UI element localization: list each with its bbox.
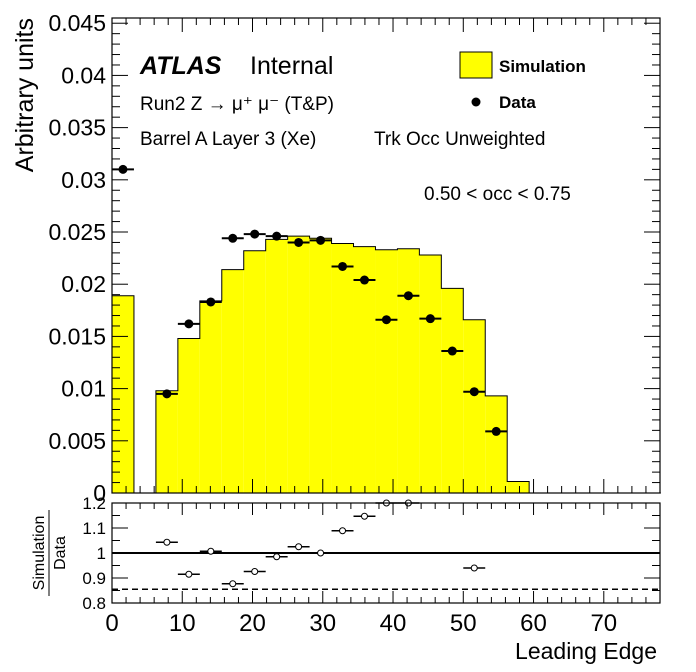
y-axis-label: Arbitrary units [11,18,39,172]
y-tick-label: 0.04 [61,62,106,88]
y-tick-label: 0.045 [48,10,106,36]
y-tick-label: 0.035 [48,115,106,141]
legend-simulation-swatch [459,51,493,79]
ratio-y-tick-label: 1.1 [82,519,106,538]
data-point [381,315,391,325]
data-point [250,229,260,239]
simulation-bar [287,236,310,493]
data-point [469,387,479,397]
simulation-bar [419,254,442,493]
legend: Simulation Data [459,51,586,112]
simulation-bar [155,390,178,493]
y-tick-label: 0.01 [61,376,106,402]
simulation-bar [353,246,376,493]
y-tick-label: 0.015 [48,323,106,349]
x-tick-label: 40 [380,610,407,637]
ratio-point [207,547,215,555]
ratio-y-axis-label: Simulation Data [31,510,69,596]
simulation-bar [199,300,222,493]
ratio-y-tick-label: 0.8 [82,594,106,613]
region-label: Barrel A Layer 3 (Xe) [140,129,316,150]
x-axis-label: Leading Edge [515,638,657,664]
data-point [359,275,369,285]
x-tick-label: 0 [105,610,118,637]
ratio-axis-ticks [111,502,661,604]
x-tick-labels: 0 10 20 30 40 50 60 70 [105,610,617,637]
data-point [206,297,216,307]
ratio-y-tick-label: 1 [97,544,106,563]
ratio-point [360,512,368,520]
ratio-point [163,538,171,546]
data-point [118,164,128,174]
atlas-label: ATLAS [139,52,222,80]
data-point [403,291,413,301]
y-tick-label: 0.025 [48,219,106,245]
ratio-point [273,553,281,561]
simulation-bar [221,269,244,493]
y-tick-label: 0.03 [61,167,106,193]
atlas-internal-label: Internal [250,52,333,80]
ratio-point [229,580,237,588]
x-tick-label: 60 [520,610,547,637]
ratio-point [295,543,303,551]
simulation-bar [243,250,266,493]
data-point [228,233,238,243]
x-tick-label: 10 [169,610,196,637]
ratio-point [317,549,325,557]
y-tick-label: 0.005 [48,428,106,454]
simulation-bar [463,319,486,493]
main-axis-ticks [111,18,661,494]
simulation-bar [309,238,332,493]
data-point [491,426,501,436]
simulation-outline [111,235,661,494]
simulation-bar [485,395,508,493]
ratio-point [251,568,259,575]
data-points [112,164,508,436]
ratio-reference-lines [112,552,660,590]
simulation-histogram [111,235,661,494]
data-point [316,235,326,245]
main-plot-frame [111,17,661,494]
simulation-bar [507,481,530,493]
ratio-ylabel-denominator: Data [52,536,69,570]
simulation-bar [265,239,288,493]
ratio-point [339,527,347,535]
simulation-bar [177,338,200,493]
ratio-y-tick-label: 0.9 [82,569,106,588]
data-point [338,261,348,271]
data-point [447,346,457,356]
simulation-bar [397,248,420,493]
y-tick-label: 0.02 [61,271,106,297]
data-point [184,319,194,329]
data-point [162,389,172,399]
legend-data-label: Data [499,93,536,112]
ratio-ylabel-numerator: Simulation [31,516,48,591]
x-tick-label: 30 [309,610,336,637]
data-point [425,314,435,324]
x-tick-label: 50 [450,610,477,637]
simulation-bar [331,243,354,493]
selection-label: 0.50 < occ < 0.75 [424,184,571,205]
data-point [294,237,304,247]
simulation-bar [375,249,398,493]
ratio-y-tick-label: 1.2 [82,494,106,513]
legend-data-marker [471,97,481,107]
data-point [272,231,282,241]
process-label: Run2 Z → μ⁺ μ⁻ (T&P) [140,94,334,115]
x-tick-label: 20 [239,610,266,637]
y-tick-labels: 0 0.005 0.01 0.015 0.02 0.025 0.03 0.035 0.04 0.0… [48,10,106,506]
legend-simulation-label: Simulation [499,57,586,76]
x-tick-label: 70 [590,610,617,637]
weighting-label: Trk Occ Unweighted [374,129,545,150]
ratio-point [470,564,478,572]
y-tick-label: 0 [93,480,106,506]
simulation-bar [112,295,134,493]
ratio-point [185,570,193,578]
simulation-bar [441,288,464,493]
ratio-y-tick-labels: 0.8 0.9 1 1.1 1.2 [82,494,106,613]
